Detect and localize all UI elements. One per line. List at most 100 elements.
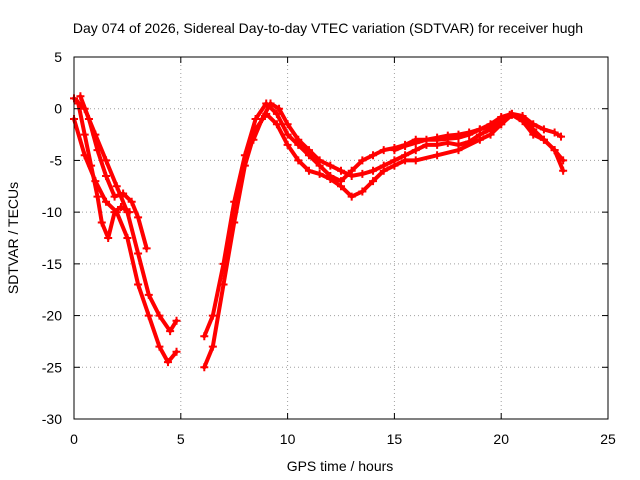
axis-ticks [73,56,609,420]
data-point [433,140,442,149]
data-point [172,347,181,356]
data-point [275,104,284,113]
data-point [411,138,420,147]
data-point [144,311,153,320]
data-point [347,192,356,201]
data-point [465,137,474,146]
y-tick-label: -30 [42,411,62,427]
data-point [486,122,495,131]
data-point [125,208,134,217]
series-track-a [70,94,181,336]
y-tick-label: 5 [54,49,62,65]
grid [74,57,608,419]
data-point [166,327,175,336]
data-point [550,128,559,137]
data-point [411,156,420,165]
data-point [358,169,367,178]
data-point [369,166,378,175]
data-point [390,146,399,155]
x-tick-labels: 0 5 10 15 20 25 [70,431,616,447]
data-point [337,166,345,175]
y-tick-label: 0 [54,101,62,117]
data-point [358,156,367,165]
data-point [475,125,484,134]
data-point [102,197,111,206]
data-point [93,192,102,201]
data-point [505,110,514,119]
data-point [337,182,345,191]
data-series [70,92,568,372]
data-point [219,280,228,289]
data-point [134,249,143,258]
y-tick-label: -10 [42,204,62,220]
data-point [249,135,258,144]
data-point [443,138,452,147]
data-point [110,192,119,201]
data-point [240,161,249,170]
data-point [76,92,85,101]
data-point [518,117,527,126]
y-tick-labels: -30 -25 -20 -15 -10 -5 0 5 [42,49,62,427]
data-point [104,234,113,242]
data-point [379,146,388,155]
series-track-g [249,99,568,180]
data-point [200,332,209,341]
data-point [539,135,548,144]
data-point [369,151,378,160]
plot-frame [73,56,609,420]
data-point [257,115,266,124]
x-tick-label: 10 [280,431,296,447]
x-axis-label: GPS time / hours [287,458,394,474]
data-point [390,156,399,165]
data-point [116,202,125,211]
data-point [80,130,89,139]
data-point [326,161,335,170]
data-point [93,146,102,155]
data-point [294,156,303,165]
data-point [155,342,164,351]
x-tick-label: 25 [600,431,616,447]
data-point [379,161,388,170]
data-point [539,125,548,134]
data-point [358,187,367,196]
data-point [112,182,121,191]
data-point [454,140,463,149]
data-point [200,363,209,372]
data-point [172,316,181,325]
data-point [155,311,164,320]
y-tick-label: -20 [42,308,62,324]
data-point [304,166,313,175]
data-point [401,151,410,160]
data-point [163,358,172,367]
data-point [144,290,153,299]
data-point [433,133,442,142]
chart-title: Day 074 of 2026, Sidereal Day-to-day VTE… [73,20,583,36]
data-point [315,156,324,165]
data-point [401,141,410,150]
data-point [74,99,83,108]
y-axis-label: SDTVAR / TECUs [5,182,21,294]
y-tick-label: -5 [50,152,63,168]
data-point [272,120,281,129]
x-tick-label: 5 [177,431,185,447]
data-point [208,342,217,351]
data-point [529,130,538,139]
data-point [550,146,559,155]
data-point [110,208,119,217]
data-point [443,131,452,140]
data-point [84,115,93,124]
data-point [230,218,239,227]
data-point [97,218,106,227]
data-point [134,213,143,222]
y-tick-label: -15 [42,256,62,272]
data-point [433,151,442,160]
x-tick-label: 20 [493,431,509,447]
data-point [266,99,275,108]
data-point [294,135,303,144]
data-point [559,166,568,175]
data-point [208,311,217,320]
data-point [304,146,313,155]
series-track-c [76,92,151,253]
data-point [142,244,151,253]
